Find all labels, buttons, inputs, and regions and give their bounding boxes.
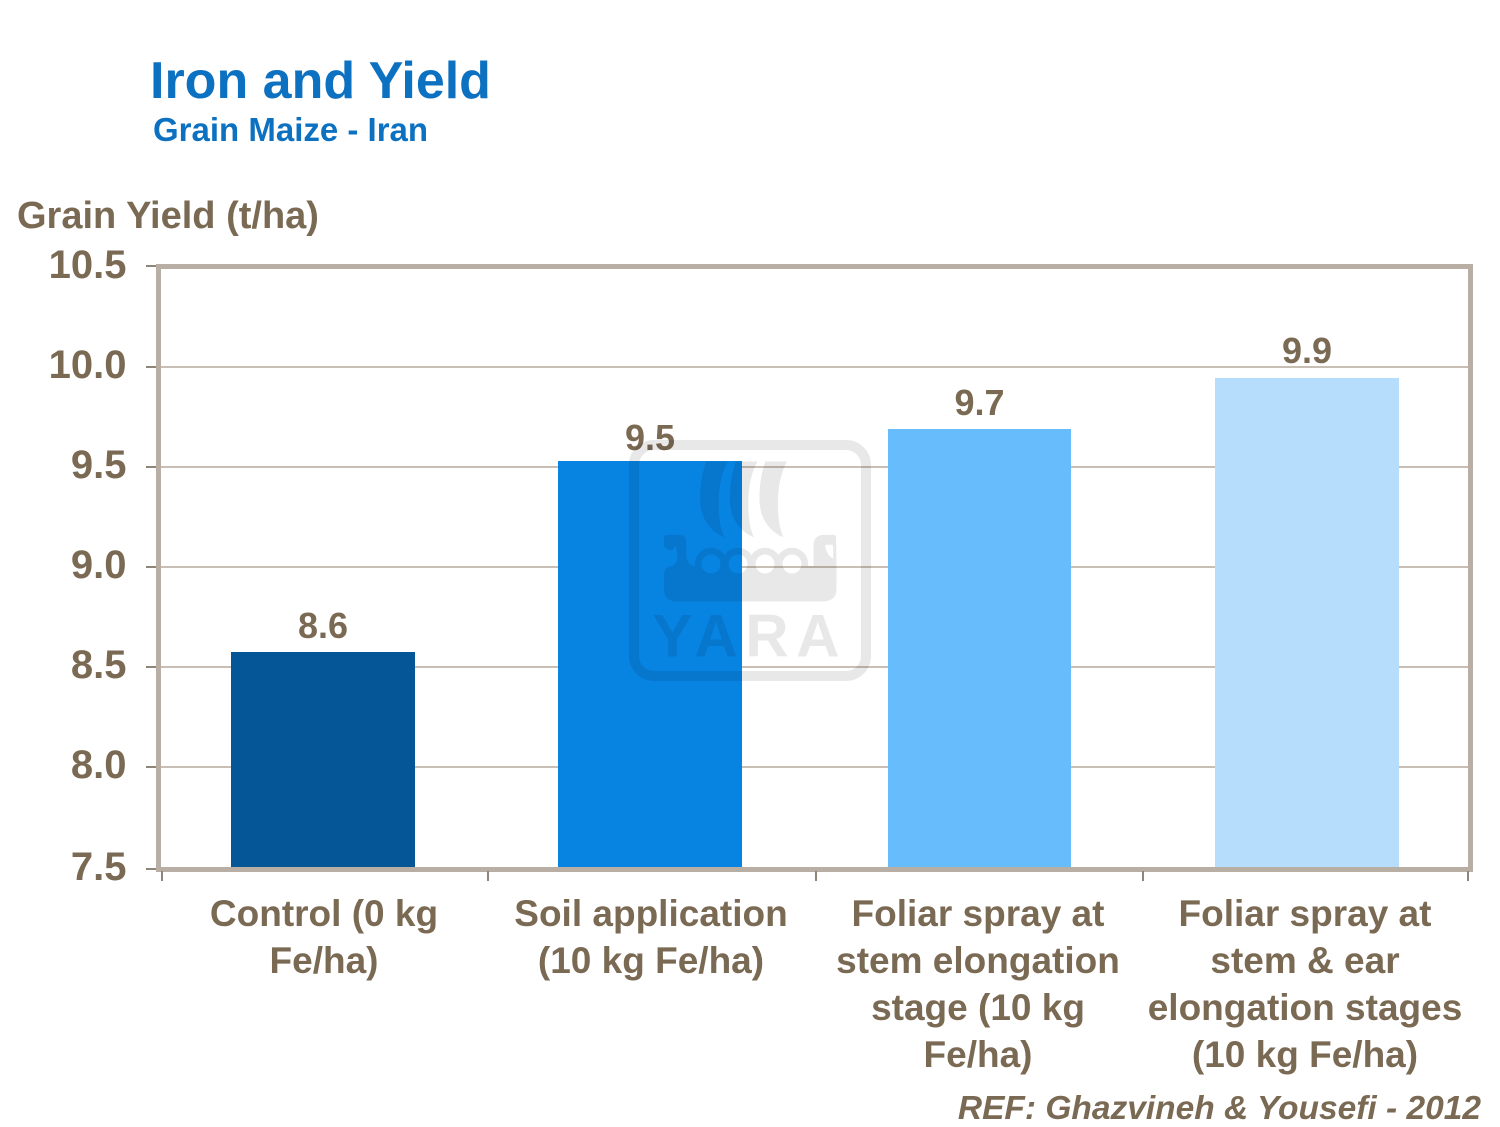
svg-text:YARA: YARA — [652, 603, 847, 670]
